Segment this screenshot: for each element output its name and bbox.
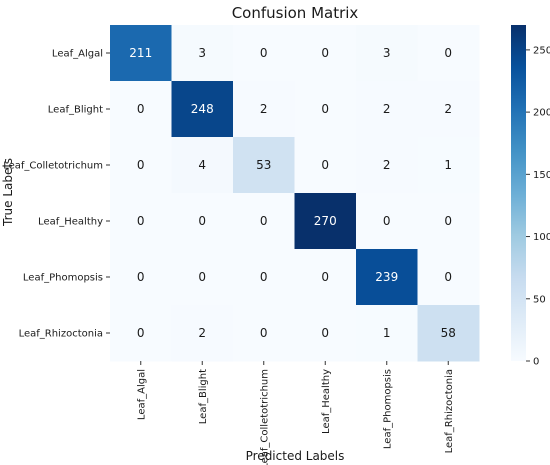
- heatmap-cell: [233, 305, 295, 362]
- cell-value-label: 0: [260, 270, 268, 284]
- heatmap-cell: [110, 25, 172, 82]
- heatmap-cell: [171, 137, 234, 194]
- heatmap-cell: [417, 25, 480, 82]
- heatmap-cell: [417, 137, 480, 194]
- cell-value-label: 270: [314, 214, 337, 228]
- heatmap-cell: [417, 249, 480, 306]
- cell-value-label: 0: [260, 326, 268, 340]
- cell-value-label: 0: [137, 270, 145, 284]
- heatmap-cell: [233, 137, 295, 194]
- heatmap-cell: [356, 249, 418, 306]
- heatmap-cell: [294, 25, 357, 82]
- y-tick-label: Leaf_Phomopsis: [23, 273, 103, 284]
- cell-value-label: 0: [137, 326, 145, 340]
- heatmap-cell: [110, 305, 172, 362]
- cell-value-label: 3: [383, 46, 391, 60]
- cell-value-label: 53: [256, 158, 271, 172]
- cell-value-label: 58: [441, 326, 456, 340]
- cell-value-label: 2: [383, 102, 391, 116]
- cell-value-label: 0: [444, 214, 452, 228]
- heatmap-cell: [171, 249, 234, 306]
- y-tick-labels: Leaf_Algal Leaf_Blight Leaf_Colletotrichum…: [3, 49, 110, 340]
- heatmap-cell: [171, 193, 234, 250]
- heatmap-cell: [110, 81, 172, 138]
- cell-value-label: 211: [129, 46, 152, 60]
- x-axis-label: Predicted Labels: [246, 449, 345, 463]
- cell-value-label: 239: [375, 270, 398, 284]
- heatmap-cell: [110, 137, 172, 194]
- cell-value-label: 2: [383, 158, 391, 172]
- heatmap-cell: [233, 249, 295, 306]
- heatmap-cell: [233, 193, 295, 250]
- cell-value-label: 2: [444, 102, 452, 116]
- x-tick-label: Leaf_Healthy: [321, 369, 332, 434]
- x-tick-label: Leaf_Algal: [136, 369, 147, 420]
- y-tick-label: Leaf_Rhizoctonia: [19, 329, 103, 340]
- heatmap-cell: [171, 25, 234, 82]
- heatmap-cell: [294, 193, 357, 250]
- colorbar-tick-label: 150: [533, 170, 550, 181]
- heatmap-cells: 211 3 0 0 3 0 0 248 2 0 2 2 0 4 53 0 2 1 0 0 0 270 0 0 0 0 0 0 239 0 0…: [110, 25, 480, 362]
- heatmap-cell: [171, 305, 234, 362]
- cell-value-label: 0: [444, 46, 452, 60]
- cell-value-label: 2: [260, 102, 268, 116]
- y-tick-label: Leaf_Healthy: [38, 217, 103, 228]
- cell-value-label: 0: [260, 46, 268, 60]
- cell-value-label: 2: [198, 326, 206, 340]
- cell-value-label: 0: [137, 158, 145, 172]
- heatmap-cell: [294, 137, 357, 194]
- heatmap-cell: [356, 25, 418, 82]
- colorbar-tick-label: 100: [533, 232, 550, 243]
- cell-value-label: 0: [321, 102, 329, 116]
- cell-value-label: 0: [321, 46, 329, 60]
- cell-value-label: 0: [198, 214, 206, 228]
- cell-value-label: 0: [137, 102, 145, 116]
- cell-value-label: 248: [191, 102, 214, 116]
- colorbar-ticks: 0 50 100 150 200 250: [526, 45, 550, 368]
- heatmap-cell: [233, 25, 295, 82]
- x-tick-label: Leaf_Blight: [198, 369, 209, 424]
- y-axis-label: True Labels: [1, 158, 15, 227]
- cell-value-label: 1: [383, 326, 391, 340]
- heatmap-cell: [294, 81, 357, 138]
- heatmap-cell: [356, 193, 418, 250]
- heatmap-cell: [356, 137, 418, 194]
- heatmap-cell: [294, 249, 357, 306]
- heatmap-cell: [233, 81, 295, 138]
- colorbar: [511, 25, 526, 361]
- cell-value-label: 0: [321, 326, 329, 340]
- cell-value-label: 0: [444, 270, 452, 284]
- x-tick-label: Leaf_Colletotrichum: [259, 369, 270, 465]
- colorbar-tick-label: 0: [533, 357, 539, 368]
- y-tick-label: Leaf_Colletotrichum: [3, 161, 103, 172]
- heatmap-cell: [356, 81, 418, 138]
- cell-value-label: 0: [260, 214, 268, 228]
- heatmap-cell: [417, 193, 480, 250]
- chart-title: Confusion Matrix: [232, 4, 359, 22]
- heatmap-cell: [294, 305, 357, 362]
- cell-value-label: 0: [137, 214, 145, 228]
- x-tick-labels: Leaf_Algal Leaf_Blight Leaf_Colletotrichum…: [136, 361, 455, 465]
- y-tick-label: Leaf_Blight: [48, 105, 103, 116]
- colorbar-tick-label: 50: [533, 294, 546, 305]
- heatmap-cell: [417, 305, 480, 362]
- cell-value-label: 0: [321, 158, 329, 172]
- y-tick-label: Leaf_Algal: [52, 49, 103, 60]
- heatmap-cell: [110, 193, 172, 250]
- colorbar-tick-label: 250: [533, 45, 550, 56]
- heatmap-cell: [110, 249, 172, 306]
- cell-value-label: 4: [198, 158, 206, 172]
- colorbar-tick-label: 200: [533, 108, 550, 119]
- cell-value-label: 0: [383, 214, 391, 228]
- cell-value-label: 1: [444, 158, 452, 172]
- cell-value-label: 0: [198, 270, 206, 284]
- cell-value-label: 3: [198, 46, 206, 60]
- heatmap-cell: [417, 81, 480, 138]
- heatmap-cell: [171, 81, 234, 138]
- x-tick-label: Leaf_Rhizoctonia: [444, 369, 455, 453]
- cell-value-label: 0: [321, 270, 329, 284]
- heatmap-cell: [356, 305, 418, 362]
- x-tick-label: Leaf_Phomopsis: [382, 369, 393, 449]
